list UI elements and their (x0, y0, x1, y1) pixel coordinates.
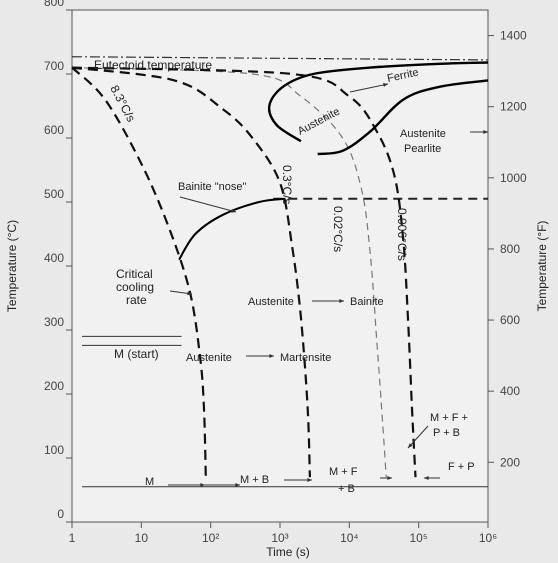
y2-tick-label: 1000 (500, 171, 527, 185)
cooling-curve (71, 67, 387, 478)
annotation-label: F + P (448, 461, 475, 473)
bainite-nose-curve (178, 197, 286, 261)
annotation-label: Austenite (186, 352, 232, 364)
x-axis-ticks: 1 10 10² 10³ 10⁴ 10⁵ 10⁶ (69, 522, 497, 545)
arrow-head (424, 476, 429, 480)
annotation-label: P + B (433, 427, 460, 439)
arrow-head (408, 443, 413, 448)
cooling-rate-label: 0.02°C/s (331, 206, 345, 252)
x-tick-label: 10⁶ (479, 531, 497, 545)
y-tick-label: 100 (44, 443, 64, 457)
cooling-curve (71, 66, 311, 478)
arrow-head (200, 483, 205, 487)
x-tick-label: 10 (135, 531, 149, 545)
annotation-label: M + F (329, 466, 358, 478)
x-tick-label: 10⁵ (410, 531, 428, 545)
annotation-label: M + B (240, 474, 269, 486)
y-tick-label: 500 (44, 187, 64, 201)
y-axis-ticks: 0 100 200 300 400 500 600 700 800 (44, 0, 72, 523)
y-tick-label: 700 (44, 59, 64, 73)
annotation-label: Pearlite (404, 143, 441, 155)
x-axis-title: Time (s) (266, 545, 310, 559)
cooling-curve (71, 66, 417, 478)
x-tick-label: 1 (69, 531, 76, 545)
annotation-label: Martensite (280, 352, 331, 364)
x-tick-label: 10³ (271, 531, 288, 545)
y-tick-label: 800 (44, 0, 64, 9)
y-tick-label: 0 (57, 507, 64, 521)
arrow-head (339, 299, 344, 303)
cooling-rate-label: 0.3°C/s (280, 165, 294, 204)
annotation-label: Bainite (350, 296, 384, 308)
y-tick-label: 600 (44, 123, 64, 137)
annotation-label: M + F + (430, 412, 468, 424)
y2-tick-label: 200 (500, 455, 520, 469)
y2-axis-ticks: 200 400 600 800 1000 1200 1400 (488, 29, 527, 469)
annotation-label: M (145, 476, 154, 488)
x-tick-label: 10² (202, 531, 219, 545)
annotation-label: rate (126, 293, 147, 307)
arrow-head (235, 483, 240, 487)
arrow-line (179, 196, 237, 213)
annotation-label: Bainite "nose" (178, 181, 246, 193)
annotation-label: Eutectoid temperature (94, 58, 212, 72)
cooling-curve (71, 66, 207, 478)
annotation-label: Critical (116, 267, 153, 281)
arrow-head (387, 476, 392, 480)
cooling-rate-label: 0.006°C/s (395, 208, 409, 261)
annotation-label: M (start) (114, 347, 159, 361)
y2-tick-label: 600 (500, 313, 520, 327)
y2-tick-label: 800 (500, 242, 520, 256)
austenite-finish-curve (317, 79, 489, 156)
y2-tick-label: 1400 (500, 29, 527, 43)
x-tick-label: 10⁴ (340, 531, 359, 545)
arrow-head (269, 354, 274, 358)
arrow-head (187, 291, 192, 296)
arrow-head (383, 83, 388, 87)
y2-axis-title: Temperature (°F) (535, 221, 549, 312)
annotation-label: Austenite (400, 128, 446, 140)
annotation-label: Austenite (248, 296, 294, 308)
arrow-head (231, 208, 236, 213)
plot-frame (71, 9, 489, 523)
eutectoid-line (71, 56, 489, 61)
annotation-label: cooling (116, 280, 154, 294)
y-tick-label: 200 (44, 379, 64, 393)
curves (71, 61, 489, 478)
y-axis-title: Temperature (°C) (5, 220, 19, 312)
y-tick-label: 400 (44, 251, 64, 265)
arrow-head (483, 130, 488, 134)
austenite-start-curve (267, 61, 489, 143)
arrow-line (407, 425, 429, 449)
y-tick-label: 300 (44, 315, 64, 329)
arrow-head (307, 478, 312, 482)
y2-tick-label: 400 (500, 384, 520, 398)
y2-tick-label: 1200 (500, 100, 527, 114)
annotation-label: + B (338, 483, 355, 495)
arrow-line (349, 83, 389, 93)
